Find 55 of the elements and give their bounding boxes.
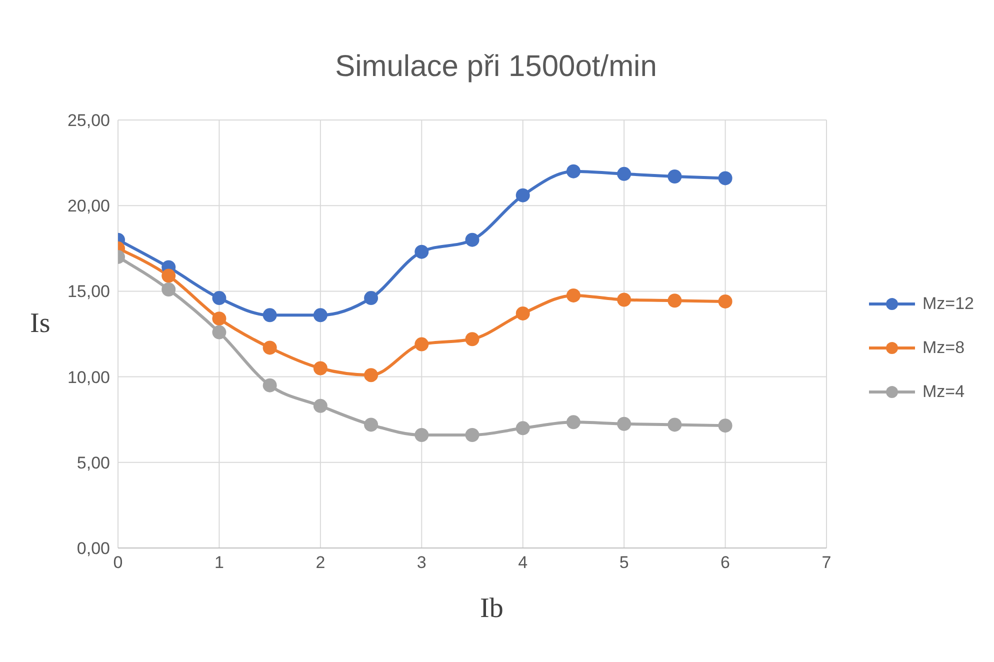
point — [212, 312, 226, 326]
point — [212, 291, 226, 306]
point — [262, 340, 277, 355]
point — [414, 337, 429, 352]
point — [262, 308, 277, 322]
point — [617, 416, 632, 431]
y-tick-label: 20,00 — [67, 196, 110, 216]
point — [566, 164, 580, 178]
point — [313, 308, 328, 322]
x-tick-label: 7 — [822, 553, 832, 572]
point — [718, 171, 732, 186]
legend-label: Mz=8 — [922, 337, 965, 359]
point — [668, 294, 682, 308]
point — [718, 294, 732, 308]
x-tick-label: 2 — [316, 553, 326, 572]
point — [465, 332, 480, 346]
point — [617, 292, 632, 307]
x-tick-label: 4 — [518, 553, 528, 572]
x-axis-title: Ib — [480, 593, 504, 625]
y-axis-title: Is — [30, 308, 50, 340]
point — [718, 418, 732, 433]
point — [313, 361, 328, 376]
legend-label: Mz=4 — [922, 381, 965, 403]
point — [465, 232, 480, 247]
y-tick-label: 25,00 — [67, 111, 110, 130]
point — [364, 368, 378, 382]
point — [364, 291, 378, 306]
point — [465, 428, 480, 442]
legend-label: Mz=12 — [922, 293, 974, 315]
x-tick-label: 6 — [720, 553, 730, 572]
x-tick-label: 3 — [416, 553, 426, 572]
point — [162, 282, 176, 296]
point — [516, 306, 530, 320]
y-tick-label: 5,00 — [76, 453, 110, 472]
point — [566, 415, 580, 430]
x-tick-label: 1 — [214, 553, 224, 572]
point — [414, 244, 429, 259]
point — [617, 166, 632, 181]
y-tick-label: 15,00 — [67, 282, 110, 302]
point — [262, 378, 277, 392]
point — [516, 421, 530, 436]
x-tick-label: 5 — [619, 553, 629, 572]
point — [212, 325, 226, 340]
point — [566, 288, 580, 302]
point — [313, 398, 328, 413]
point — [364, 418, 378, 432]
y-tick-label: 10,00 — [67, 368, 110, 387]
point — [668, 169, 682, 184]
point — [668, 418, 682, 432]
x-tick-label: 0 — [113, 553, 123, 572]
chart-title: Simulace při 1500ot/min — [334, 50, 658, 84]
y-tick-label: 0,00 — [76, 539, 110, 558]
point — [516, 188, 530, 202]
point — [162, 268, 176, 283]
point — [414, 428, 429, 442]
